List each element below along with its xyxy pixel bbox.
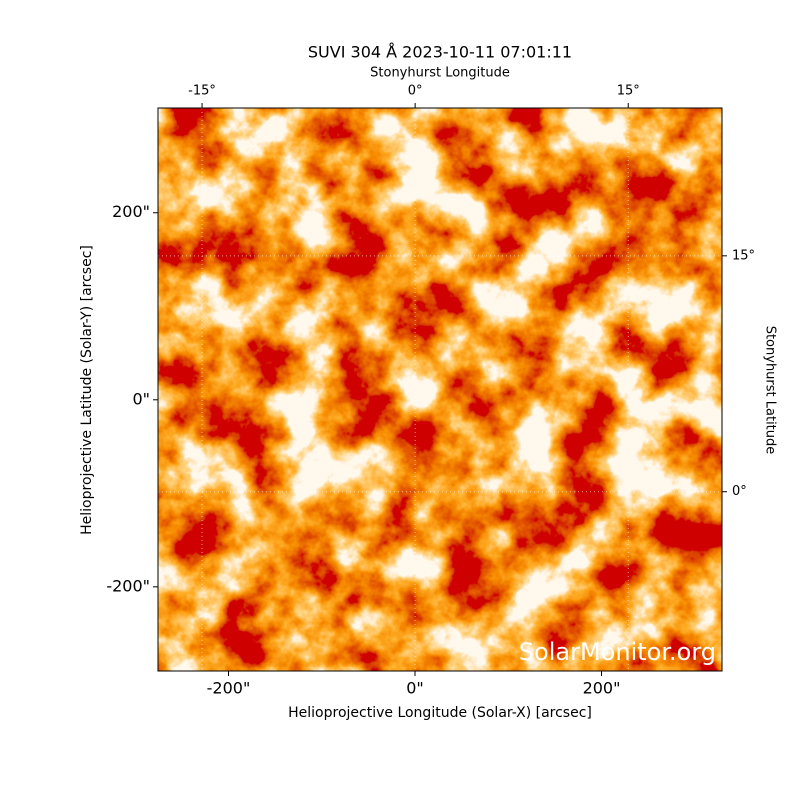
x2-tick-label: -15° <box>188 84 216 99</box>
solar-image <box>158 108 722 671</box>
y-label: Helioprojective Latitude (Solar-Y) [arcs… <box>79 245 95 535</box>
y-tick-label: 200" <box>112 202 150 221</box>
y-tick-label: -200" <box>106 576 150 595</box>
x2-label: Stonyhurst Longitude <box>370 66 510 81</box>
axes-frame <box>157 107 723 672</box>
y-tick-label: 0" <box>132 389 150 408</box>
x-tick-label: 0" <box>406 679 424 698</box>
y2-label: Stonyhurst Latitude <box>763 326 778 455</box>
x-tick-label: -200" <box>207 679 251 698</box>
x2-tick-label: 0° <box>408 84 423 99</box>
y2-tick-label: 15° <box>732 248 755 263</box>
y2-tick-label: 0° <box>732 484 747 499</box>
x-tick-label: 200" <box>583 679 621 698</box>
x2-tick-label: 15° <box>617 84 640 99</box>
watermark: SolarMonitor.org <box>519 638 716 666</box>
chart-title: SUVI 304 Å 2023-10-11 07:01:11 <box>308 43 572 62</box>
x-label: Helioprojective Longitude (Solar-X) [arc… <box>288 705 592 721</box>
